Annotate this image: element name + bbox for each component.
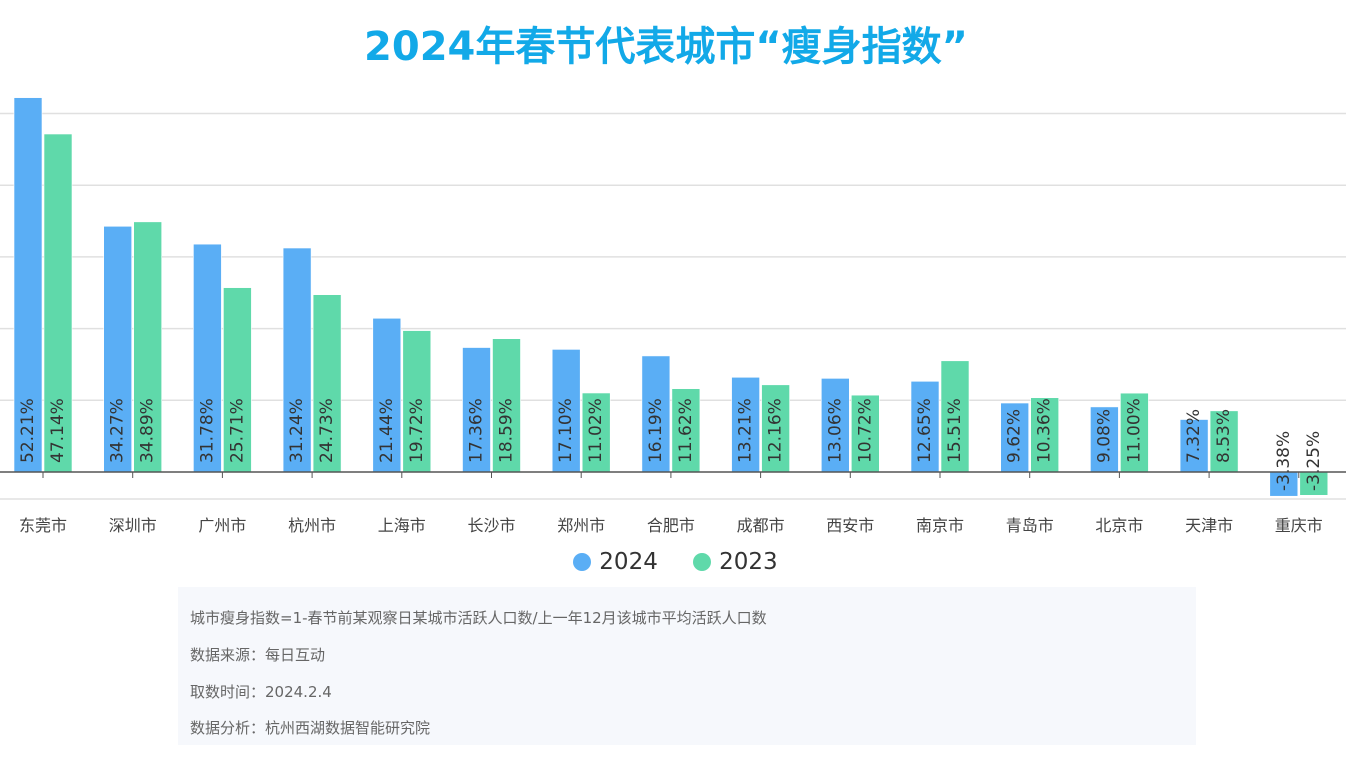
x-tick-label: 合肥市 <box>647 516 695 535</box>
legend-marker-2024 <box>573 553 592 571</box>
x-tick-label: 北京市 <box>1095 516 1143 535</box>
data-label: 10.36% <box>1035 398 1055 463</box>
legend-marker-2023 <box>693 553 712 571</box>
bar-2023 <box>850 394 880 473</box>
x-tick-label: 广州市 <box>198 516 246 535</box>
legend-item-2023[interactable]: 2023 <box>693 549 778 575</box>
bar-2024 <box>372 317 402 473</box>
note-analysis: 数据分析：杭州西湖数据智能研究院 <box>190 719 431 737</box>
data-label: 25.71% <box>227 398 247 463</box>
x-tick-label: 长沙市 <box>467 516 515 535</box>
x-tick-label: 上海市 <box>378 516 426 535</box>
bar-2023 <box>671 388 701 473</box>
bar-2024 <box>910 380 940 473</box>
note-source: 数据来源：每日互动 <box>190 646 326 664</box>
bar-2023 <box>402 330 432 473</box>
bar-2024 <box>641 355 671 473</box>
x-tick-label: 深圳市 <box>109 516 157 535</box>
data-label: 11.02% <box>586 398 606 463</box>
chart-title: 2024年春节代表城市“瘦身指数” <box>364 24 968 70</box>
x-tick-label: 天津市 <box>1185 516 1233 535</box>
data-label: 13.21% <box>736 398 756 463</box>
bar-2024 <box>282 247 312 473</box>
x-tick-label: 南京市 <box>916 516 964 535</box>
data-label: 12.65% <box>915 398 935 463</box>
data-label: 31.78% <box>197 398 217 463</box>
data-label: 16.19% <box>646 398 666 463</box>
bar-2024 <box>103 225 132 473</box>
bar-2024 <box>1000 402 1030 473</box>
data-label: 10.72% <box>855 398 875 463</box>
bar-2023 <box>223 287 252 473</box>
bar-2023 <box>133 221 162 473</box>
x-tick-label: 郑州市 <box>557 516 605 535</box>
bar-2024 <box>1179 419 1209 473</box>
bar-2023 <box>492 338 521 473</box>
notes-box: 城市瘦身指数=1-春节前某观察日某城市活跃人口数/上一年12月该城市平均活跃人口… <box>178 587 1196 745</box>
bar-2023 <box>43 133 73 473</box>
x-tick-label: 重庆市 <box>1275 516 1323 535</box>
bar-2024 <box>731 376 760 473</box>
legend-label-2023: 2023 <box>719 549 778 575</box>
legend-label-2024: 2024 <box>599 549 658 575</box>
data-label: 21.44% <box>377 398 397 463</box>
x-tick-label: 青岛市 <box>1006 516 1054 535</box>
data-label: 12.16% <box>766 398 786 463</box>
data-label: 11.62% <box>676 398 696 463</box>
data-label: -3.38% <box>1274 431 1294 491</box>
data-label: 52.21% <box>18 398 38 463</box>
data-label: 47.14% <box>48 398 68 463</box>
bar-2023 <box>761 384 790 473</box>
bar-2023 <box>940 360 970 473</box>
data-label: 15.51% <box>945 398 965 463</box>
note-definition: 城市瘦身指数=1-春节前某观察日某城市活跃人口数/上一年12月该城市平均活跃人口… <box>190 609 767 627</box>
data-label: 9.62% <box>1005 409 1025 463</box>
data-label: 34.89% <box>138 398 158 463</box>
bar-2023 <box>1120 392 1149 473</box>
bar-2024 <box>1269 471 1299 497</box>
x-tick-label: 东莞市 <box>19 516 67 535</box>
bar-2023 <box>1209 410 1239 473</box>
note-date: 取数时间：2024.2.4 <box>190 683 332 701</box>
data-label: 31.24% <box>287 398 307 463</box>
data-label: 9.08% <box>1094 409 1114 463</box>
legend-item-2024[interactable]: 2024 <box>573 549 658 575</box>
x-tick-label: 西安市 <box>826 516 874 535</box>
data-label: 17.10% <box>556 398 576 463</box>
x-tick-label: 成都市 <box>737 516 785 535</box>
data-label: 24.73% <box>317 398 337 463</box>
data-label: 11.00% <box>1124 398 1144 463</box>
bar-2024 <box>193 243 222 473</box>
bar-2023 <box>581 392 611 473</box>
x-tick-label: 杭州市 <box>288 516 336 535</box>
data-label: 13.06% <box>825 398 845 463</box>
bar-2024 <box>1090 406 1119 473</box>
legend: 2024 2023 <box>0 549 1351 577</box>
bar-2024 <box>551 349 581 473</box>
data-label: 34.27% <box>108 398 128 463</box>
data-label: 17.36% <box>467 398 487 463</box>
data-label: 18.59% <box>497 398 517 463</box>
data-label: -3.25% <box>1304 431 1324 491</box>
data-label: 8.53% <box>1214 409 1234 463</box>
data-label: 19.72% <box>407 398 427 463</box>
data-label: 7.32% <box>1184 409 1204 463</box>
